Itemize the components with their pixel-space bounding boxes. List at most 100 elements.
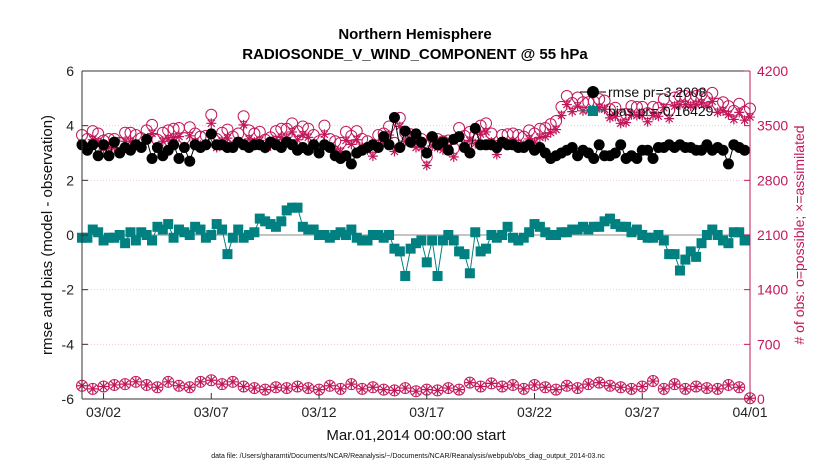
bias-point — [346, 224, 357, 235]
rmse-point — [146, 152, 158, 164]
right-y-tick-label: 4200 — [757, 63, 788, 79]
bias-point — [540, 227, 551, 238]
obs-assimilated-point — [319, 129, 330, 140]
bias-point — [303, 224, 314, 235]
rmse-point — [642, 144, 654, 156]
obs-assimilated-point — [389, 146, 400, 157]
obs-bottom-possible-point — [647, 375, 660, 388]
bias-point — [114, 230, 125, 240]
bias-point — [125, 227, 136, 238]
obs-bottom-assimilated-point — [367, 382, 378, 393]
bias-point — [583, 224, 594, 235]
legend-bias-marker — [588, 106, 598, 116]
obs-bottom-possible-point — [463, 376, 476, 389]
bias-point — [588, 221, 599, 232]
bias-point — [254, 213, 265, 224]
obs-bottom-assimilated-point — [87, 383, 98, 394]
y-tick-label: -6 — [62, 391, 75, 407]
data-marks — [76, 86, 756, 405]
bias-point — [168, 232, 179, 243]
bias-point — [87, 224, 98, 235]
rmse-point — [324, 142, 336, 154]
rmse-point — [717, 144, 729, 156]
obs-bottom-assimilated-point — [109, 379, 120, 390]
obs-assimilated-point — [529, 137, 540, 148]
obs-bottom-possible-point — [711, 382, 724, 395]
rmse-point — [168, 139, 180, 151]
obs-bottom-assimilated-point — [518, 383, 529, 394]
bias-point — [556, 227, 567, 238]
obs-assimilated-point — [168, 132, 179, 143]
obs-bottom-assimilated-point — [594, 377, 605, 388]
bias-point — [653, 230, 664, 240]
bias-point — [200, 232, 211, 243]
bias-point — [701, 230, 712, 240]
bias-point — [147, 235, 158, 246]
obs-bottom-assimilated-point — [238, 381, 249, 392]
obs-assimilated-point — [125, 136, 136, 147]
bias-point — [448, 235, 459, 246]
obs-bottom-assimilated-point — [335, 383, 346, 394]
rmse-point — [437, 136, 449, 148]
obs-assimilated-point — [524, 133, 535, 144]
bias-point — [292, 202, 303, 213]
right-y-axis-label: # of obs: o=possible; ×=assimilated — [791, 125, 807, 344]
obs-bottom-possible-point — [334, 382, 347, 395]
obs-bottom-assimilated-point — [432, 385, 443, 396]
bias-point — [157, 224, 168, 235]
obs-assimilated-point — [685, 101, 696, 112]
right-y-tick-label: 3500 — [757, 118, 788, 134]
bias-point — [314, 230, 325, 240]
obs-bottom-assimilated-point — [400, 383, 411, 394]
obs-bottom-possible-point — [657, 382, 670, 395]
obs-bottom-assimilated-point — [378, 384, 389, 395]
obs-bottom-assimilated-point — [615, 382, 626, 393]
rmse-point — [135, 142, 147, 154]
bias-point — [233, 224, 244, 235]
rmse-point — [722, 158, 734, 170]
obs-assimilated-point — [556, 110, 567, 121]
obs-bottom-assimilated-point — [680, 383, 691, 394]
rmse-point — [631, 152, 643, 164]
bias-point — [572, 224, 583, 235]
bias-point — [712, 230, 723, 240]
bias-point — [421, 257, 432, 268]
bias-point — [98, 235, 109, 246]
obs-assimilated-point — [222, 133, 233, 144]
bias-point — [454, 246, 465, 257]
obs-assimilated-point — [680, 99, 691, 110]
x-tick-label: 03/22 — [517, 404, 552, 420]
obs-assimilated-point — [346, 139, 357, 150]
obs-bottom-possible-point — [151, 381, 164, 394]
bias-point — [270, 221, 281, 232]
obs-bottom-assimilated-point — [346, 379, 357, 390]
obs-bottom-possible-point — [205, 374, 218, 387]
obs-assimilated-point — [540, 131, 551, 142]
legend: rmse pr=3.2008 bias pr=-0.16429 — [580, 84, 714, 119]
obs-assimilated-point — [184, 130, 195, 141]
bias-point — [362, 235, 373, 246]
bias-point — [491, 232, 502, 243]
obs-bottom-possible-point — [399, 382, 412, 395]
rmse-point — [566, 142, 578, 154]
rmse-point — [345, 158, 357, 170]
tick-labels: -6 -4 -2 0 2 4 6 0 700 1400 2100 2800 3500 4200 03/02 0… — [62, 63, 789, 420]
rmse-point — [615, 139, 627, 151]
obs-bottom-assimilated-point — [270, 382, 281, 393]
bias-point — [658, 235, 669, 246]
bias-point — [287, 202, 298, 213]
x-tick-label: 03/17 — [409, 404, 444, 420]
obs-assimilated-point — [728, 114, 739, 125]
bias-point — [206, 230, 217, 240]
obs-bottom-possible-point — [345, 378, 358, 391]
obs-bottom-assimilated-point — [540, 382, 551, 393]
bias-point — [680, 254, 691, 265]
obs-bottom-assimilated-point — [443, 383, 454, 394]
bias-point — [163, 219, 174, 230]
obs-bottom-assimilated-point — [561, 380, 572, 391]
bias-point — [378, 232, 389, 243]
bias-point — [238, 232, 249, 243]
obs-assimilated-point — [163, 133, 174, 144]
obs-assimilated-point — [669, 101, 680, 112]
bias-point — [281, 205, 292, 216]
